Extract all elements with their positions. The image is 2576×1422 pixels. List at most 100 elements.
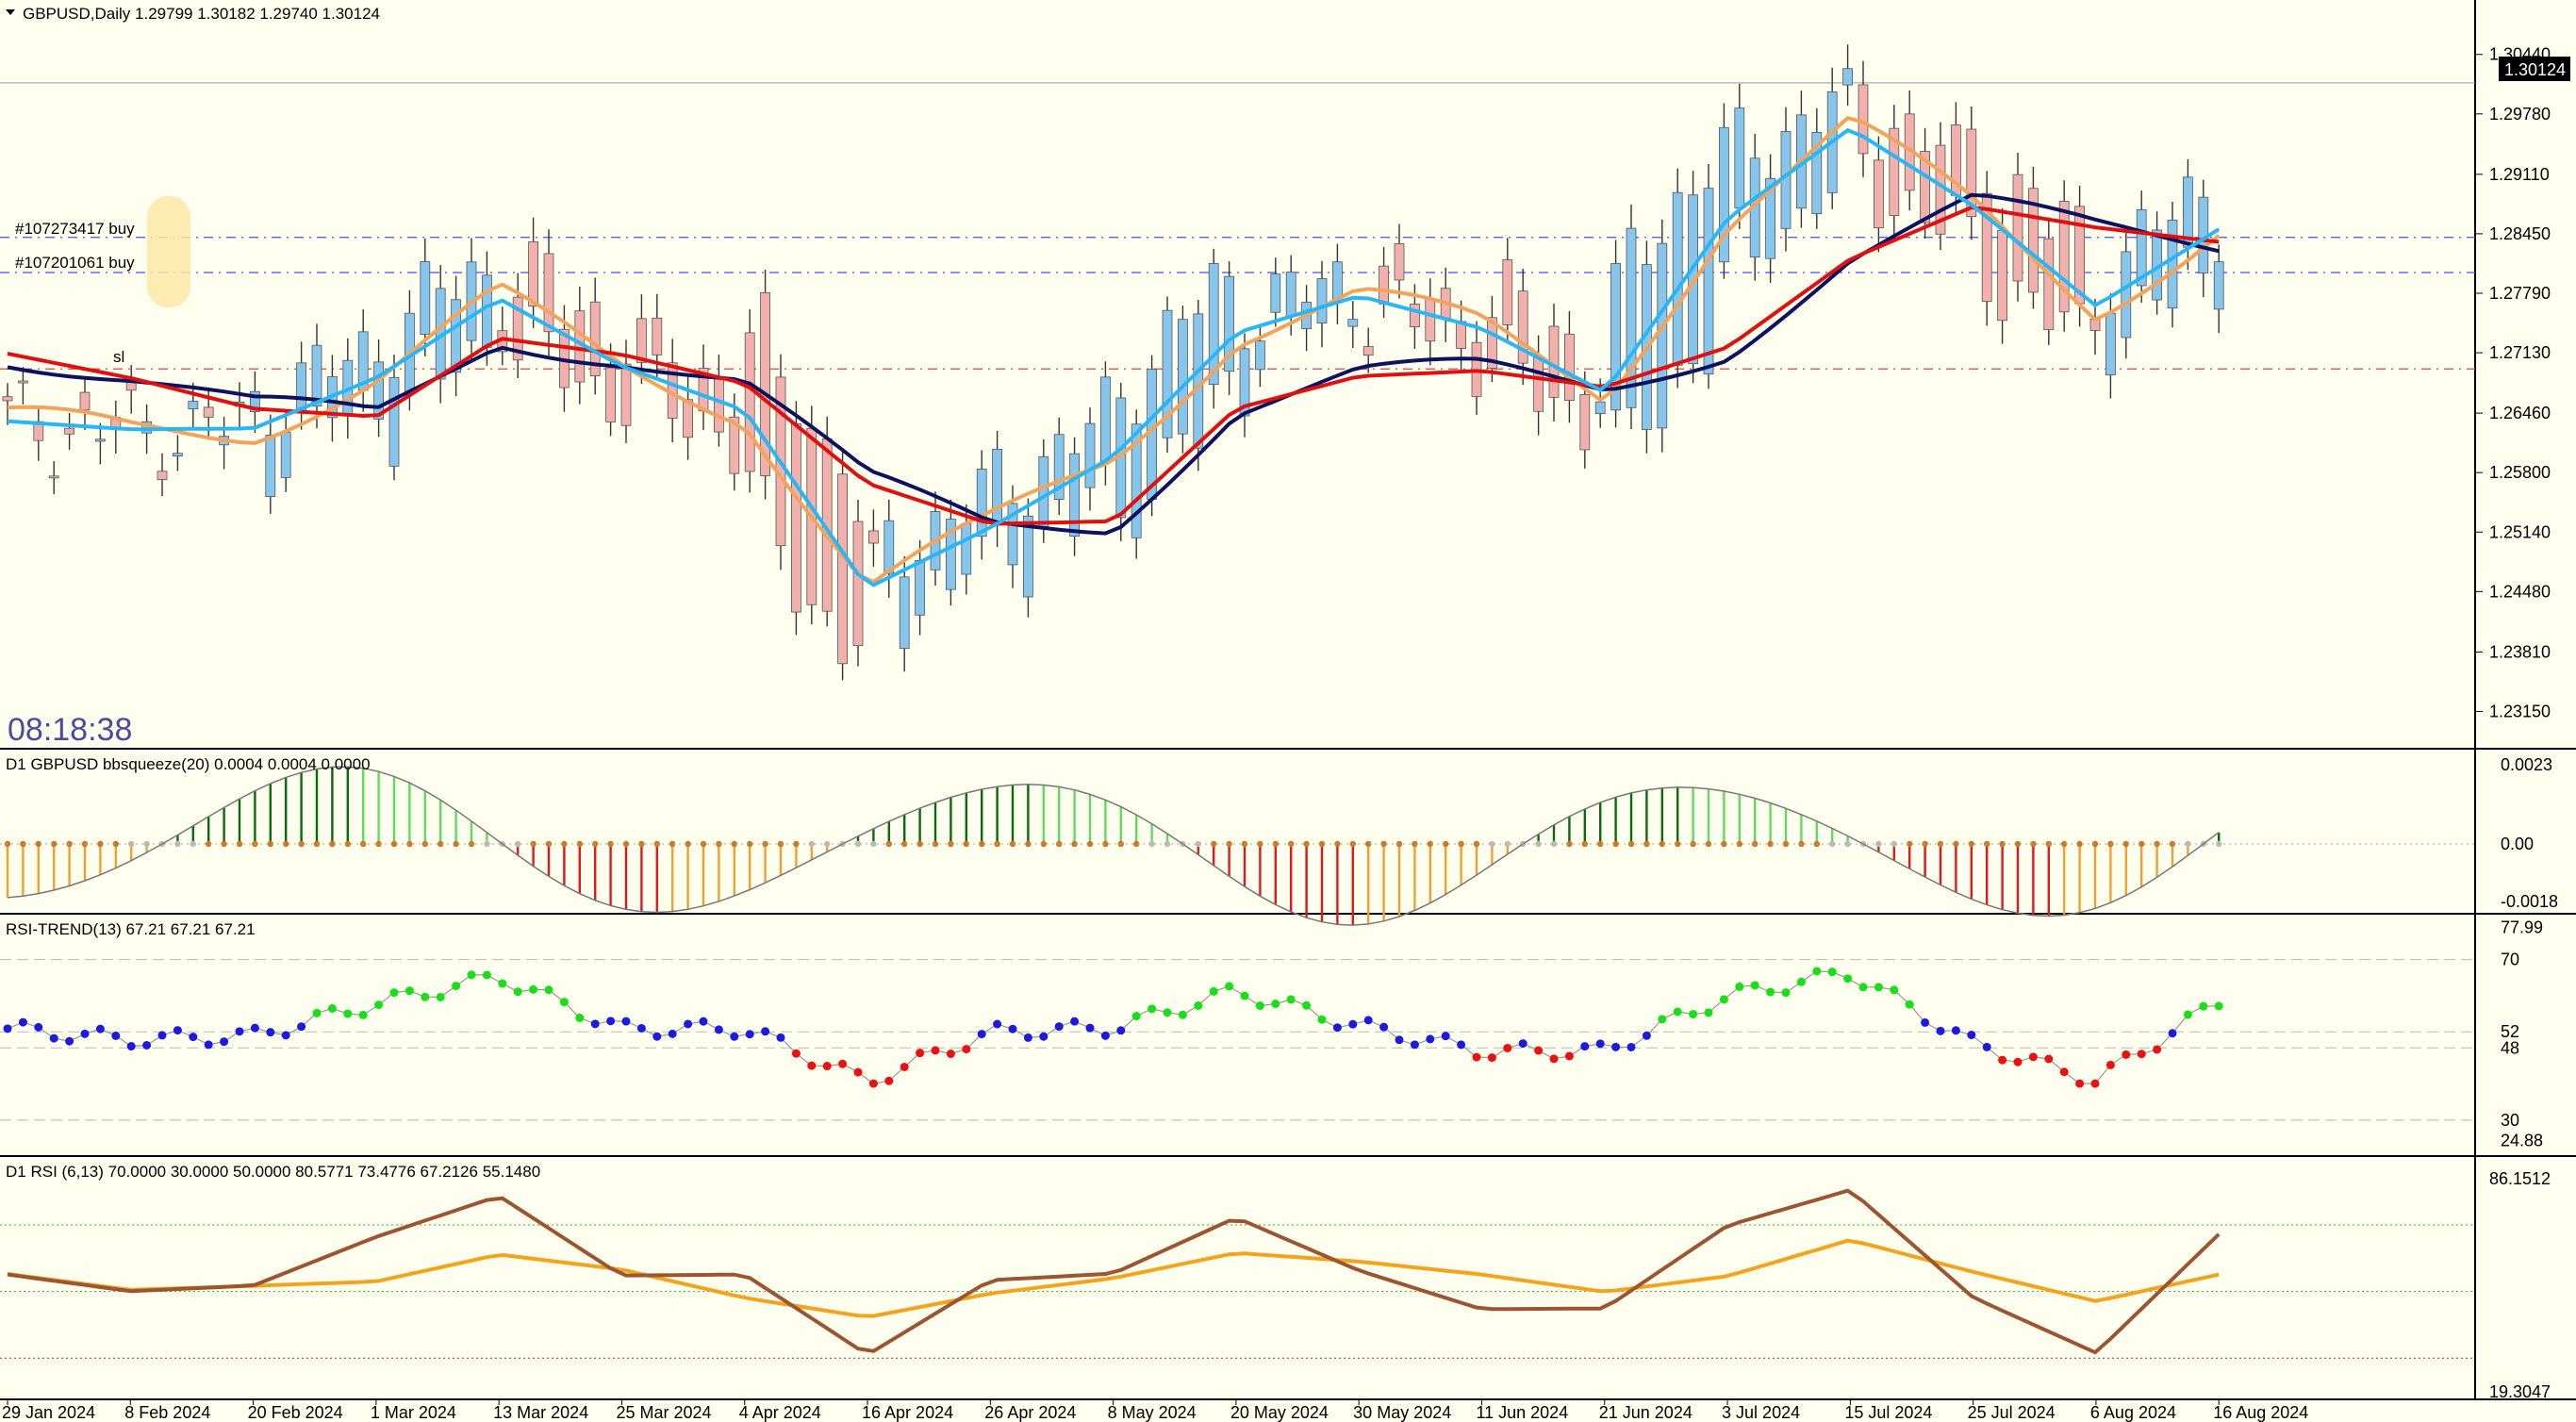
bull-candle [1224,275,1234,372]
squeeze-dot [267,840,273,848]
squeeze-dot [1907,840,1913,848]
bull-candle [915,559,925,616]
bull-candle [311,344,322,406]
rsi-trend-tick-label: 77.99 [2501,918,2543,937]
rsi-tick-label: 86.1512 [2489,1169,2551,1188]
squeeze-dot [1489,840,1495,848]
rsi-trend-dot [1240,991,1249,1000]
squeeze-dot [1195,840,1202,848]
rsi-trend-dot [1286,995,1296,1004]
bull-candle [1131,423,1142,538]
squeeze-dot [1736,840,1743,848]
squeeze-dot [1133,840,1140,848]
rsi-trend-dot [1735,982,1744,991]
rsi-trend-dot [421,992,430,1001]
rsi-trend-dot [1070,1017,1080,1026]
squeeze-dot [1675,840,1681,848]
rsi-trend-dot [266,1028,275,1037]
squeeze-dot [1535,840,1542,848]
rsi-trend-dot [807,1061,817,1070]
order-label-2[interactable]: #107201061 buy [15,254,135,272]
squeeze-dot [731,840,737,848]
squeeze-dot [685,840,691,848]
rsi-trend-dot [684,1019,693,1029]
squeeze-dot [963,840,969,848]
bull-candle [1270,273,1281,313]
squeeze-dot [1257,840,1263,848]
rsi-trend-dot [761,1027,770,1036]
squeeze-dot [561,840,568,848]
squeeze-dot [1365,840,1372,848]
bear-candle [1889,127,1900,216]
squeeze-dot [1597,840,1604,848]
rsi-trend-dot [1225,982,1234,991]
rsi-trend-dot [1441,1032,1450,1041]
rsi-trend-dot [327,1003,337,1013]
rsi-panel [0,1188,2475,1359]
bear-candle [760,292,770,476]
main-price-panel [0,44,2475,681]
rsi-trend-dot [1874,983,1883,992]
squeeze-dot [1318,840,1326,848]
date-tick-label: 11 Jun 2024 [1476,1403,1568,1422]
rsi-trend-dot [1921,1017,1930,1027]
rsi-trend-dot [498,979,507,988]
rsi-trend-dot [34,1022,43,1032]
rsi-trend-dot [1163,1008,1172,1017]
rsi-trend-dot [204,1040,213,1050]
rsi-trend-tick-label: 30 [2501,1111,2519,1130]
rsi-trend-dot [1936,1026,1945,1035]
rsi-trend-dot [931,1046,940,1055]
price-tick-label: 1.27130 [2489,343,2551,362]
rsi-trend-dot [1302,1000,1312,1010]
rsi-trend-dot [636,1023,646,1033]
price-tick-label: 1.24480 [2489,582,2551,601]
rsi-trend-dot [235,1027,244,1036]
rsi-trend-dot [1982,1042,1991,1051]
order-highlight [147,196,190,307]
squeeze-dot [1721,840,1727,848]
bull-candle [961,522,972,575]
rsi-trend-dot [1039,1032,1049,1041]
rsi-trend-dot [281,1031,290,1040]
rsi-trend-dot [776,1033,785,1042]
date-tick-label: 16 Apr 2024 [862,1403,953,1422]
rsi-trend-header: RSI-TREND(13) 67.21 67.21 67.21 [6,920,256,938]
squeeze-dot [576,840,583,848]
bear-candle [1394,243,1405,281]
rsi-trend-dot [529,984,538,994]
bear-candle [1579,394,1591,451]
bull-candle [1657,242,1668,429]
rsi-trend-dot [1363,1016,1373,1025]
date-tick-label: 15 Jul 2024 [1844,1403,1932,1422]
bull-candle [1100,376,1111,462]
squeeze-dot [453,840,459,848]
rsi-trend-dot [559,998,569,1007]
squeeze-dot [1380,840,1387,848]
squeeze-dot [1659,840,1666,848]
rsi-trend-dot [1766,987,1775,997]
rsi-trend-dot [1827,967,1837,977]
bull-candle [1208,263,1219,385]
rsi-trend-dot [2214,1001,2223,1011]
price-tick-label: 1.25800 [2489,463,2551,482]
squeeze-dot [1829,840,1836,848]
rsi-trend-dot [900,1062,909,1071]
squeeze-dot [2122,840,2129,848]
bear-candle [714,377,724,433]
squeeze-tick-label: 0.0023 [2501,755,2552,774]
ma-slow-line [7,192,2220,536]
squeeze-dot [344,840,351,848]
rsi-trend-dot [1100,1031,1110,1040]
order-label-1[interactable]: #107273417 buy [15,220,135,238]
rsi-trend-dot [1116,1026,1126,1035]
menu-triangle-icon[interactable] [6,9,15,15]
rsi-trend-dot [1890,985,1899,995]
bull-candle [1347,319,1359,327]
bull-candle [1162,309,1173,438]
squeeze-dot [143,840,150,848]
squeeze-dot [438,840,444,848]
bear-candle [528,240,538,307]
rsi-main-line [7,1188,2221,1355]
